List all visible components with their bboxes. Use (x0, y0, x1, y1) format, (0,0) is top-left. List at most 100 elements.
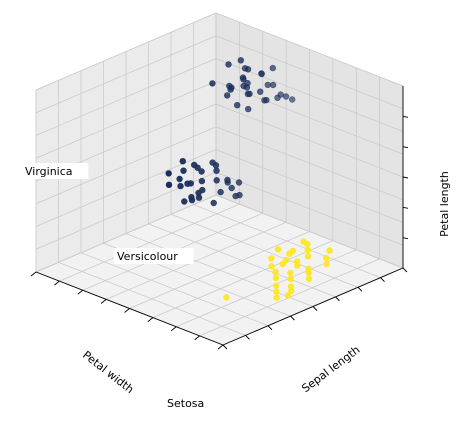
z-axis-tick (402, 146, 409, 149)
scatter-point-versicolour (181, 198, 188, 205)
y-axis-tick (267, 325, 273, 331)
scatter-point-virginica (240, 82, 247, 90)
scatter-point-versicolour (165, 170, 172, 177)
floor-grid-line (129, 231, 310, 309)
scatter-point-virginica (274, 94, 281, 102)
floor-grid-line (152, 240, 334, 318)
scatter-points (165, 57, 333, 301)
scatter-point-setosa (287, 275, 294, 283)
z-axis-tick (402, 115, 409, 118)
scatter-point-setosa (304, 247, 311, 254)
x-axis-tick (30, 271, 37, 277)
scatter-point-virginica (234, 101, 241, 109)
scatter-point-setosa (268, 263, 275, 270)
x-axis-tick (100, 299, 107, 304)
scatter-point-versicolour (213, 177, 220, 184)
scatter-point-versicolour (228, 184, 235, 192)
cluster-annotations: Setosa Versicolour Virginica (22, 163, 211, 411)
z-axis-tick (402, 176, 409, 179)
scatter-point-versicolour (209, 159, 216, 166)
scatter-point-versicolour (180, 167, 187, 174)
annotation-label: Virginica (25, 165, 73, 178)
wall-grid-line (35, 35, 217, 114)
y-axis-tick (290, 315, 295, 321)
scatter-point-setosa (323, 254, 330, 262)
scatter-point-setosa (286, 250, 293, 257)
x-axis-tick (77, 289, 84, 295)
x-axis-tick (124, 308, 130, 313)
annotation-background (164, 395, 211, 411)
scatter-point-virginica (209, 80, 216, 87)
floor-grid-line (58, 262, 246, 336)
scatter-point-versicolour (191, 161, 198, 169)
scatter-point-versicolour (165, 181, 173, 189)
scatter-point-virginica (225, 61, 232, 68)
x-axis-tick (54, 280, 60, 286)
wall-grid-line (35, 12, 217, 91)
scatter-point-versicolour (235, 179, 243, 186)
axis-lines (30, 86, 409, 350)
scatter-point-setosa (300, 238, 307, 245)
scatter-point-versicolour (210, 199, 217, 207)
scatter-point-versicolour (195, 189, 202, 197)
scatter-point-versicolour (217, 188, 224, 196)
scatter-point-virginica (237, 57, 245, 64)
annotation-setosa: Setosa (164, 395, 211, 411)
scatter-point-setosa (273, 294, 280, 301)
scatter-point-virginica (282, 93, 290, 100)
wall-grid-line (35, 58, 217, 136)
y-axis-tick (357, 286, 363, 292)
y-axis-tick (312, 306, 318, 311)
x-axis-tick (217, 344, 224, 350)
scatter-point-virginica (261, 97, 268, 104)
scatter-point-versicolour (224, 176, 231, 184)
wall-grid-line (215, 12, 404, 87)
grid-lines (35, 12, 404, 346)
scatter-point-virginica (289, 96, 296, 103)
scatter-point-virginica (269, 64, 276, 72)
y-axis-tick (380, 277, 385, 282)
annotation-background (22, 163, 89, 179)
scatter-point-setosa (279, 260, 286, 268)
x-axis-tick (147, 317, 154, 322)
scatter-point-virginica (226, 82, 233, 90)
scatter-point-setosa (272, 268, 279, 276)
scatter-point-setosa (272, 274, 280, 282)
y-axis-label: Sepal length (299, 343, 362, 395)
scatter-point-virginica (264, 81, 271, 89)
x-axis-tick (170, 326, 177, 332)
scatter-point-virginica (239, 74, 247, 81)
scatter-point-virginica (224, 92, 231, 99)
wall-grid-line (215, 35, 404, 110)
scatter-point-versicolour (188, 194, 195, 201)
scatter-point-versicolour (179, 158, 187, 165)
floor-grid-line (80, 252, 269, 327)
scatter-point-virginica (257, 88, 264, 95)
wall-grid-line (35, 80, 217, 159)
scatter-point-setosa (304, 253, 312, 260)
scatter-point-setosa (223, 294, 230, 301)
scatter-point-virginica (258, 70, 265, 77)
scatter-point-setosa (293, 258, 301, 265)
scatter-point-virginica (245, 105, 252, 113)
scatter-point-versicolour (184, 180, 191, 187)
scatter-point-setosa (268, 255, 275, 262)
y-axis-tick (222, 344, 228, 350)
scatter-point-virginica (244, 90, 252, 98)
scatter-point-versicolour (232, 192, 239, 200)
scatter-point-setosa (326, 247, 333, 254)
annotation-virginica: Virginica (22, 163, 89, 179)
scatter-point-versicolour (177, 182, 184, 190)
x-axis-tick (194, 335, 200, 341)
y-axis-tick (402, 267, 408, 273)
scatter-point-setosa (305, 265, 312, 272)
annotation-label: Versicolour (117, 250, 178, 263)
scatter-point-setosa (273, 282, 280, 289)
scatter-point-setosa (305, 275, 313, 283)
scatter-point-versicolour (213, 167, 220, 174)
z-axis-tick (402, 237, 409, 240)
scatter-point-versicolour (198, 177, 206, 185)
x-axis-label: Petal width (80, 348, 136, 396)
z-axis-tick (402, 206, 409, 209)
